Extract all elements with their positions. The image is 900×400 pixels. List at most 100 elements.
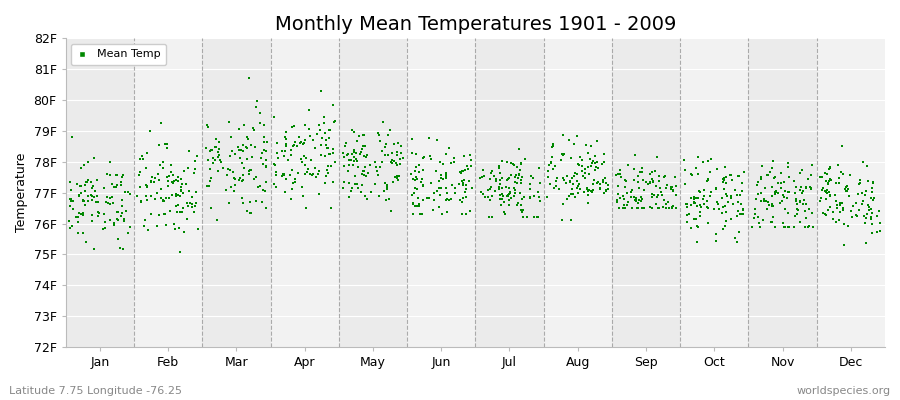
Point: [590, 138, 605, 144]
Point: [501, 197, 516, 203]
Point: [440, 190, 454, 196]
Point: [765, 184, 779, 190]
Point: [378, 180, 392, 186]
Point: [719, 208, 733, 215]
Point: [735, 206, 750, 213]
Point: [113, 245, 128, 251]
Point: [283, 172, 297, 178]
Point: [563, 178, 578, 184]
Point: [358, 172, 373, 179]
Point: [572, 181, 587, 188]
Point: [651, 192, 665, 198]
Point: [709, 186, 724, 192]
Point: [85, 179, 99, 186]
Point: [793, 170, 807, 176]
Point: [103, 195, 117, 201]
Point: [566, 191, 580, 197]
Point: [411, 162, 426, 168]
Point: [618, 205, 633, 211]
Point: [643, 204, 657, 210]
Point: [317, 120, 331, 126]
Point: [712, 206, 726, 212]
Point: [591, 179, 606, 185]
Point: [596, 176, 610, 183]
Point: [107, 220, 122, 226]
Point: [770, 180, 785, 186]
Point: [798, 224, 813, 230]
Point: [494, 185, 508, 191]
Point: [134, 198, 148, 204]
Point: [520, 214, 535, 220]
Point: [780, 195, 795, 201]
Point: [579, 142, 593, 148]
Point: [154, 186, 168, 192]
Point: [394, 143, 409, 149]
Point: [745, 224, 760, 230]
Point: [820, 190, 834, 196]
Point: [839, 184, 853, 190]
Point: [592, 181, 607, 188]
Point: [87, 194, 102, 200]
Point: [73, 183, 87, 190]
Point: [652, 205, 666, 211]
Point: [643, 179, 657, 186]
Point: [182, 188, 196, 194]
Point: [580, 150, 595, 157]
Point: [150, 171, 165, 177]
Point: [571, 133, 585, 139]
Point: [220, 166, 235, 172]
Point: [766, 158, 780, 164]
Point: [292, 140, 307, 146]
Point: [750, 182, 764, 189]
Point: [228, 175, 242, 182]
Point: [380, 182, 394, 188]
Point: [659, 205, 673, 211]
Point: [661, 198, 675, 205]
Point: [213, 159, 228, 165]
Point: [282, 157, 296, 164]
Point: [223, 166, 238, 173]
Point: [611, 191, 625, 198]
Point: [113, 213, 128, 220]
Point: [345, 127, 359, 134]
Point: [238, 165, 252, 172]
Point: [704, 156, 718, 162]
Point: [823, 192, 837, 199]
Point: [707, 206, 722, 212]
Point: [86, 182, 100, 189]
Point: [74, 210, 88, 217]
Point: [410, 186, 424, 192]
Point: [858, 220, 872, 226]
Point: [501, 202, 516, 208]
Point: [161, 178, 176, 185]
Point: [781, 189, 796, 195]
Point: [152, 142, 166, 148]
Point: [75, 183, 89, 189]
Point: [319, 142, 333, 148]
Point: [781, 160, 796, 166]
Point: [765, 164, 779, 171]
Point: [76, 210, 90, 216]
Point: [649, 183, 663, 190]
Point: [580, 188, 595, 195]
Point: [517, 194, 531, 200]
Point: [515, 208, 529, 215]
Point: [63, 203, 77, 209]
Point: [417, 181, 431, 188]
Point: [206, 160, 220, 166]
Point: [240, 156, 255, 162]
Point: [284, 196, 298, 202]
Point: [656, 204, 670, 210]
Point: [609, 199, 624, 205]
Point: [341, 162, 356, 168]
Text: Latitude 7.75 Longitude -76.25: Latitude 7.75 Longitude -76.25: [9, 386, 182, 396]
Point: [697, 186, 711, 193]
Point: [769, 174, 783, 180]
Bar: [475, 38, 544, 347]
Point: [473, 175, 488, 182]
Point: [483, 186, 498, 192]
Point: [484, 170, 499, 176]
Point: [438, 151, 453, 157]
Point: [691, 188, 706, 194]
Point: [652, 178, 667, 185]
